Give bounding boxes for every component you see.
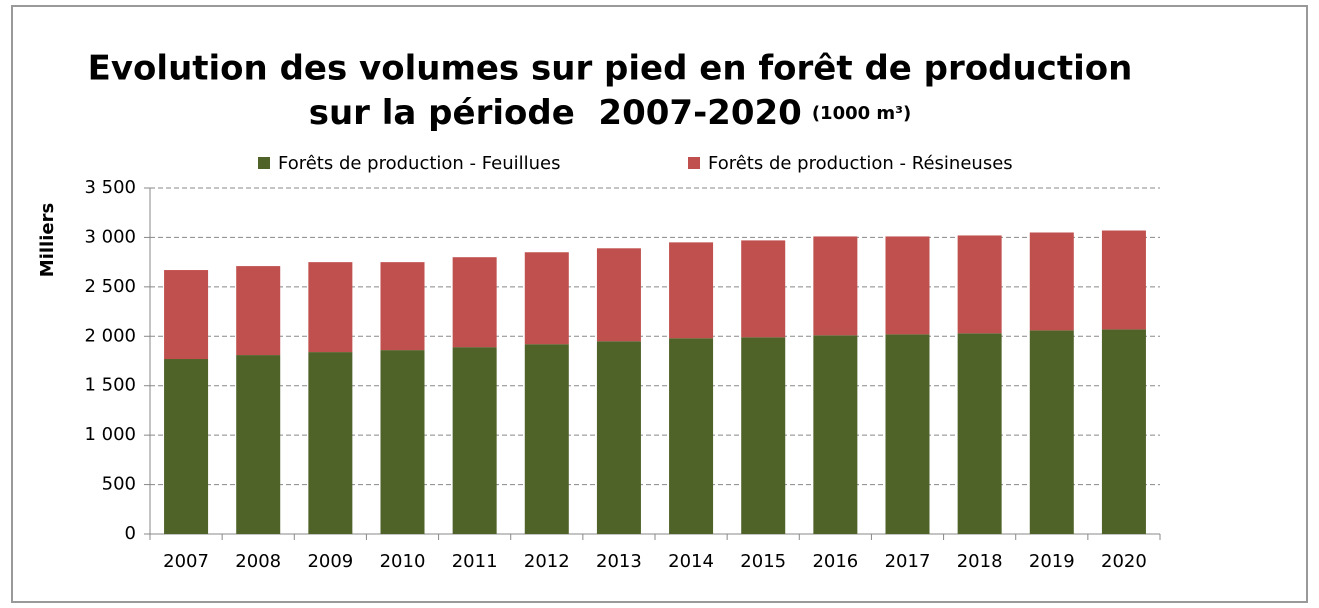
- bar-segment: [308, 262, 353, 353]
- bar-segment: [957, 333, 1002, 534]
- x-tick-label: 2009: [307, 551, 353, 572]
- bar-segment: [1101, 329, 1146, 534]
- bar-segment: [236, 266, 281, 356]
- bar-segment: [885, 334, 930, 534]
- y-tick-label: 2 000: [84, 325, 136, 346]
- x-tick-label: 2007: [163, 551, 209, 572]
- bar-segment: [236, 355, 281, 534]
- bar-segment: [308, 352, 353, 534]
- x-tick-label: 2016: [812, 551, 858, 572]
- bar-segment: [164, 359, 209, 534]
- y-tick-label: 500: [102, 474, 136, 495]
- y-axis-label: Milliers: [37, 203, 58, 277]
- bar-segment: [813, 236, 858, 336]
- x-tick-label: 2015: [740, 551, 786, 572]
- bar-segment: [524, 252, 569, 345]
- bar-segment: [885, 236, 930, 335]
- chart-title: Evolution des volumes sur pied en forêt …: [88, 49, 1133, 89]
- frame: [11, 5, 1308, 603]
- y-tick-label: 1 500: [84, 375, 136, 396]
- y-tick-label: 3 000: [84, 226, 136, 247]
- legend-swatch: [688, 157, 700, 169]
- bar-segment: [596, 341, 641, 534]
- x-tick-label: 2017: [885, 551, 931, 572]
- bar-segment: [596, 248, 641, 342]
- x-tick-label: 2010: [380, 551, 426, 572]
- y-tick-label: 3 500: [84, 177, 136, 198]
- legend-label: Forêts de production - Résineuses: [708, 153, 1013, 174]
- bar-segment: [957, 235, 1002, 334]
- x-tick-label: 2014: [668, 551, 714, 572]
- x-tick-label: 2011: [452, 551, 498, 572]
- bar-segment: [669, 242, 714, 339]
- bar-segment: [669, 338, 714, 534]
- bar-segment: [741, 337, 786, 534]
- bar-segment: [813, 335, 858, 534]
- chart-title-line: sur la période 2007-2020 (1000 m³): [309, 93, 912, 133]
- bar-segment: [741, 240, 786, 338]
- y-tick-label: 1 000: [84, 424, 136, 445]
- legend-label: Forêts de production - Feuillues: [278, 153, 561, 174]
- bar-segment: [380, 350, 425, 534]
- x-tick-label: 2013: [596, 551, 642, 572]
- legend-swatch: [258, 157, 270, 169]
- x-tick-label: 2018: [957, 551, 1003, 572]
- x-tick-label: 2019: [1029, 551, 1075, 572]
- bar-segment: [1101, 230, 1146, 330]
- x-tick-label: 2012: [524, 551, 570, 572]
- x-tick-label: 2020: [1101, 551, 1147, 572]
- bar-segment: [164, 270, 209, 360]
- chart-title: sur la période 2007-2020: [309, 93, 802, 133]
- bar-segment: [1029, 232, 1074, 331]
- y-tick-label: 0: [125, 523, 136, 544]
- y-tick-label: 2 500: [84, 276, 136, 297]
- bar-segment: [452, 257, 497, 348]
- title-unit: (1000 m³): [812, 103, 911, 124]
- x-tick-label: 2008: [235, 551, 281, 572]
- bar-segment: [524, 344, 569, 534]
- bar-segment: [380, 262, 425, 351]
- bar-segment: [1029, 330, 1074, 534]
- bar-segment: [452, 347, 497, 534]
